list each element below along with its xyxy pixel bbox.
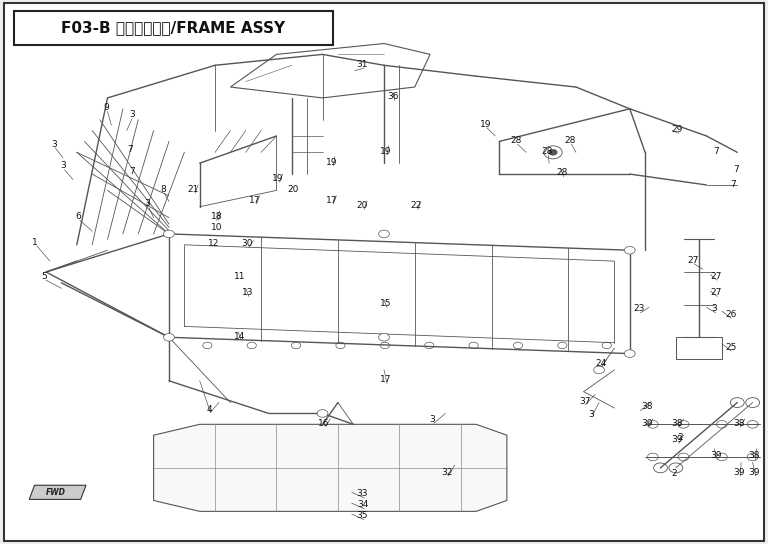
- Text: 31: 31: [357, 60, 368, 69]
- Text: 37: 37: [580, 397, 591, 406]
- Circle shape: [317, 410, 328, 417]
- Text: 24: 24: [595, 359, 606, 368]
- Text: 19: 19: [380, 147, 391, 156]
- Text: 28: 28: [557, 169, 568, 177]
- Text: 20: 20: [288, 185, 299, 194]
- Text: 25: 25: [726, 343, 737, 351]
- Text: 38: 38: [672, 419, 683, 428]
- Text: 10: 10: [211, 223, 222, 232]
- Text: 3: 3: [711, 305, 717, 313]
- Text: 21: 21: [188, 185, 199, 194]
- Circle shape: [624, 350, 635, 357]
- Text: 17: 17: [380, 375, 391, 384]
- Circle shape: [164, 333, 174, 341]
- Text: 22: 22: [411, 201, 422, 210]
- Text: 14: 14: [234, 332, 245, 341]
- Text: 2: 2: [671, 469, 677, 478]
- Text: 3: 3: [144, 200, 151, 208]
- Text: 12: 12: [208, 239, 219, 248]
- Text: 3: 3: [588, 410, 594, 419]
- Text: 3: 3: [129, 110, 135, 119]
- Polygon shape: [29, 485, 86, 499]
- Text: 7: 7: [730, 181, 737, 189]
- Text: 35: 35: [357, 511, 368, 520]
- Text: 20: 20: [357, 201, 368, 210]
- Text: 5: 5: [41, 272, 48, 281]
- Text: 3: 3: [51, 140, 57, 149]
- Text: 17: 17: [250, 196, 260, 205]
- Text: 26: 26: [726, 310, 737, 319]
- Text: 6: 6: [75, 212, 81, 221]
- Circle shape: [379, 230, 389, 238]
- Text: 39: 39: [733, 468, 744, 477]
- Text: 28: 28: [511, 136, 521, 145]
- Text: FWD: FWD: [46, 488, 66, 497]
- Text: 7: 7: [129, 167, 135, 176]
- Text: 39: 39: [641, 419, 652, 428]
- Text: 28: 28: [564, 136, 575, 145]
- Text: 39: 39: [672, 435, 683, 444]
- Text: 15: 15: [380, 299, 391, 308]
- Text: 16: 16: [319, 419, 329, 428]
- Circle shape: [164, 230, 174, 238]
- Polygon shape: [154, 424, 507, 511]
- Text: 39: 39: [710, 452, 721, 460]
- Text: 39: 39: [749, 468, 760, 477]
- Text: 11: 11: [234, 272, 245, 281]
- Text: 1: 1: [31, 238, 38, 246]
- Text: 7: 7: [733, 165, 739, 174]
- Text: F03-B 车架装配总成/FRAME ASSY: F03-B 车架装配总成/FRAME ASSY: [61, 20, 285, 35]
- Text: 9: 9: [103, 103, 109, 112]
- Text: 19: 19: [480, 120, 491, 128]
- Text: 7: 7: [127, 145, 134, 154]
- Text: 17: 17: [326, 196, 337, 205]
- Text: 27: 27: [710, 272, 721, 281]
- Text: 29: 29: [672, 125, 683, 134]
- Text: 8: 8: [160, 185, 166, 194]
- Text: 2: 2: [677, 434, 683, 442]
- Circle shape: [594, 366, 604, 374]
- Text: 19: 19: [273, 174, 283, 183]
- Text: 23: 23: [634, 305, 644, 313]
- Text: 34: 34: [357, 500, 368, 509]
- Text: 3: 3: [60, 162, 66, 170]
- Text: 27: 27: [687, 256, 698, 264]
- Text: 27: 27: [710, 288, 721, 297]
- Circle shape: [548, 149, 558, 156]
- Circle shape: [624, 246, 635, 254]
- Text: 38: 38: [641, 403, 652, 411]
- Text: 3: 3: [429, 416, 435, 424]
- Text: 33: 33: [357, 490, 368, 498]
- Text: 28: 28: [541, 147, 552, 156]
- Text: 13: 13: [242, 288, 253, 297]
- Text: 38: 38: [749, 452, 760, 460]
- Text: 7: 7: [713, 147, 719, 156]
- Text: 36: 36: [388, 92, 399, 101]
- Text: 38: 38: [733, 419, 744, 428]
- Text: 4: 4: [206, 405, 212, 413]
- Text: 19: 19: [326, 158, 337, 166]
- FancyBboxPatch shape: [14, 11, 333, 45]
- Text: 32: 32: [442, 468, 452, 477]
- Text: 18: 18: [211, 212, 222, 221]
- Circle shape: [379, 333, 389, 341]
- Text: 30: 30: [242, 239, 253, 248]
